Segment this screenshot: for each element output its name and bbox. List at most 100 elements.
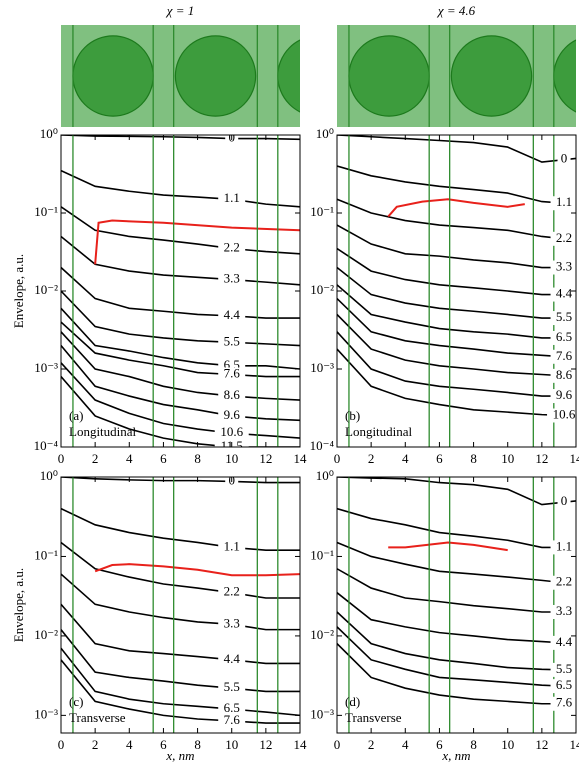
x-tick-label: 4 — [402, 451, 409, 466]
label-background — [557, 495, 571, 510]
red-line — [387, 198, 525, 218]
envelope-line — [337, 348, 576, 417]
curve-label: 7.6 — [224, 712, 241, 727]
curve-label: 10.6 — [220, 424, 243, 439]
mode-label: Longitudinal — [345, 424, 413, 439]
curve-label: 0 — [228, 472, 235, 487]
column-title: χ = 1 — [165, 3, 195, 18]
x-tick-label: 6 — [436, 451, 443, 466]
envelope-line — [337, 626, 576, 688]
envelope-line — [61, 135, 300, 141]
label-background — [218, 702, 246, 717]
x-tick-label: 10 — [225, 451, 238, 466]
label-background — [550, 287, 576, 302]
envelope-line — [61, 659, 300, 724]
y-axis-label: Envelope, a.u. — [11, 568, 26, 642]
label-background — [218, 652, 246, 667]
curve-label: 7.6 — [224, 365, 241, 380]
curve-label: 2.2 — [556, 230, 572, 245]
envelope-line — [61, 573, 300, 631]
curve-label: 2.2 — [556, 574, 572, 589]
x-tick-label: 14 — [294, 451, 308, 466]
label-background — [218, 272, 246, 287]
curve-label: 2.2 — [224, 584, 240, 599]
envelope-line — [61, 629, 300, 693]
envelope-line — [337, 611, 576, 672]
y-axis-label: Envelope, a.u. — [11, 254, 26, 328]
label-background — [550, 604, 576, 619]
label-background — [225, 477, 239, 489]
curve-label: 6.5 — [556, 677, 572, 692]
label-background — [547, 408, 576, 423]
label-background — [550, 540, 576, 555]
y-tick-label: 10⁻¹ — [34, 204, 58, 219]
label-background — [218, 389, 246, 404]
panel-label: (c) — [69, 694, 83, 709]
panel-label: (d) — [345, 694, 360, 709]
curve-label: 0 — [561, 493, 568, 508]
x-tick-label: 6 — [160, 737, 167, 752]
x-tick-label: 2 — [92, 451, 99, 466]
envelope-line — [61, 331, 300, 401]
label-background — [550, 635, 576, 650]
plot-area: 0 1.1 2.2 3.3 4.4 5.56.5 7.6 — [337, 477, 576, 733]
x-tick-label: 8 — [470, 451, 477, 466]
y-tick-label: 10⁻³ — [34, 360, 58, 375]
label-background — [550, 260, 576, 275]
label-background — [550, 368, 576, 383]
x-tick-label: 10 — [501, 451, 514, 466]
label-background — [550, 575, 576, 590]
envelope-line — [337, 643, 576, 705]
x-tick-label: 2 — [368, 737, 375, 752]
curve-label: 5.5 — [224, 679, 240, 694]
curve-label: 1.1 — [224, 538, 240, 553]
x-tick-label: 12 — [259, 737, 272, 752]
envelope-line — [337, 284, 576, 339]
panel-label: (b) — [345, 408, 360, 423]
curve-label: 9.6 — [556, 387, 573, 402]
x-tick-label: 12 — [535, 737, 548, 752]
label-background — [218, 585, 246, 600]
red-line — [388, 541, 508, 552]
x-tick-label: 2 — [92, 737, 99, 752]
envelope-line — [337, 568, 576, 613]
envelope-line — [61, 603, 300, 665]
y-tick-label: 10⁰ — [316, 126, 334, 141]
label-background — [214, 426, 249, 441]
plot-area: 0 1.1 2.2 3.3 4.4 5.5 6.5 7.6 8.6 9.6 10.6 — [337, 135, 576, 447]
particle — [72, 35, 154, 117]
label-background — [550, 662, 576, 677]
mode-label: Transverse — [69, 710, 126, 725]
x-tick-label: 12 — [535, 451, 548, 466]
x-tick-label: 12 — [259, 451, 272, 466]
y-tick-label: 10⁻² — [310, 282, 334, 297]
y-tick-label: 10⁻² — [34, 627, 58, 642]
y-tick-label: 10⁻⁴ — [34, 438, 59, 453]
x-tick-label: 14 — [294, 737, 308, 752]
curve-label: 8.6 — [224, 387, 241, 402]
y-tick-label: 10⁻³ — [310, 706, 334, 721]
y-tick-label: 10⁻² — [310, 627, 334, 642]
curve-label: 6.5 — [224, 700, 240, 715]
envelope-line — [61, 290, 300, 347]
x-axis-label: x, nm — [441, 748, 470, 762]
envelope-line — [61, 321, 300, 378]
curve-label: 3.3 — [556, 603, 572, 618]
label-background — [218, 681, 246, 696]
curve-label: 5.5 — [556, 661, 572, 676]
label-background — [550, 696, 576, 711]
x-tick-label: 14 — [570, 451, 579, 466]
envelope-line — [61, 647, 300, 717]
envelope-line — [61, 235, 300, 286]
label-background — [557, 152, 571, 167]
label-background — [550, 389, 576, 404]
envelope-line — [337, 266, 576, 319]
envelope-line — [337, 541, 576, 585]
y-tick-label: 10⁰ — [40, 468, 58, 483]
label-background — [550, 679, 576, 694]
y-tick-label: 10⁻¹ — [310, 204, 334, 219]
x-tick-label: 10 — [501, 737, 514, 752]
x-tick-label: 4 — [126, 451, 133, 466]
y-tick-label: 10⁻³ — [310, 360, 334, 375]
envelope-line — [337, 198, 576, 241]
